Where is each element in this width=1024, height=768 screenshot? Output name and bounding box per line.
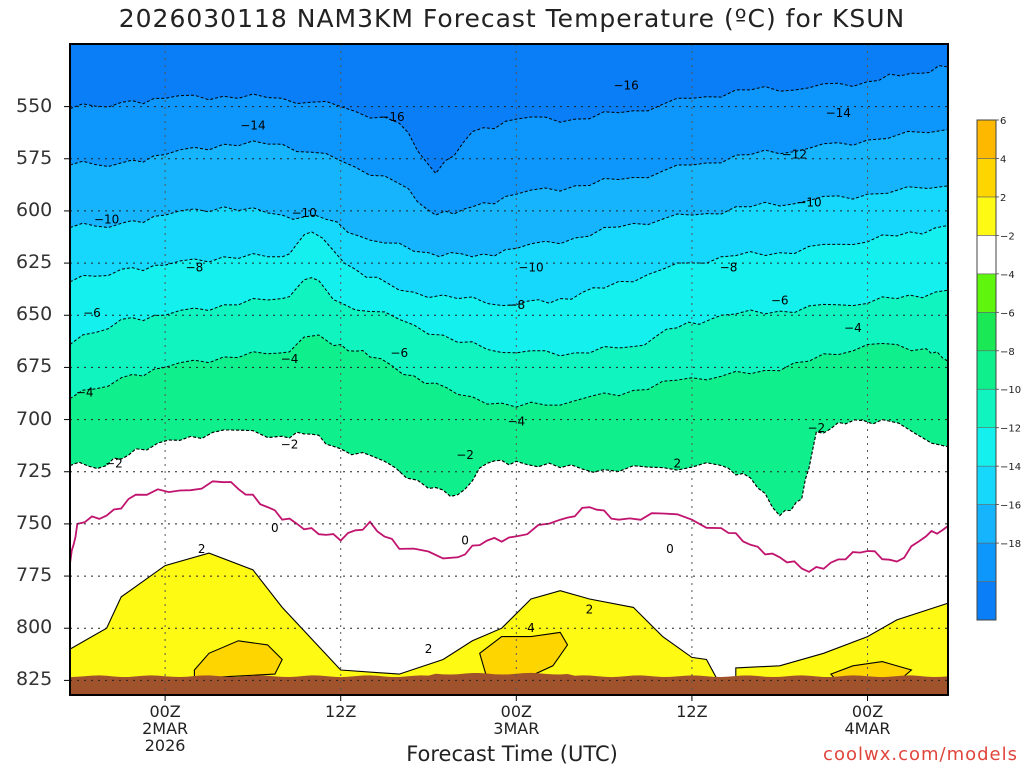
contour-label: −2 bbox=[105, 456, 123, 470]
isotherm--10 bbox=[70, 225, 948, 307]
y-tick-label: 775 bbox=[16, 564, 53, 587]
colorbar-segment bbox=[976, 581, 997, 621]
contour-label: −4 bbox=[76, 385, 94, 399]
colorbar-label: −12 bbox=[1000, 424, 1021, 435]
y-tick-label: 650 bbox=[16, 303, 53, 326]
contour-label: −10 bbox=[291, 206, 316, 220]
y-tick-label: 725 bbox=[16, 459, 53, 482]
colorbar-segment bbox=[976, 312, 997, 352]
plot-frame bbox=[69, 43, 949, 696]
contour-label: −10 bbox=[94, 212, 119, 226]
colorbar-segment bbox=[976, 542, 997, 582]
contour-label: −6 bbox=[83, 306, 101, 320]
colorbar-frame bbox=[976, 119, 997, 621]
x-axis-title: Forecast Time (UTC) bbox=[406, 742, 618, 766]
contour-label: −16 bbox=[379, 110, 404, 124]
colorbar-label: −4 bbox=[1000, 270, 1015, 281]
y-tick-label: 575 bbox=[16, 146, 53, 169]
colorbar-segment bbox=[976, 158, 997, 198]
colorbar-segment bbox=[976, 388, 997, 428]
contour-label: −14 bbox=[240, 118, 265, 132]
colorbar-segment bbox=[976, 273, 997, 313]
contour-label: −2 bbox=[281, 438, 299, 452]
isotherm--16 bbox=[70, 65, 948, 175]
contour-label: −4 bbox=[507, 415, 525, 429]
contour-label: −14 bbox=[826, 106, 851, 120]
colorbar-label: −2 bbox=[1000, 231, 1015, 242]
contour-label: 0 bbox=[666, 542, 674, 556]
y-tick-label: 700 bbox=[16, 407, 53, 430]
x-tick-label: 00Z 4MAR bbox=[844, 702, 891, 738]
colorbar-label: −16 bbox=[1000, 501, 1021, 512]
colorbar-segment bbox=[976, 350, 997, 390]
contour-label: 2 bbox=[586, 602, 594, 616]
contour-label: −6 bbox=[390, 346, 408, 360]
colorbar-label: 4 bbox=[1000, 154, 1006, 165]
contour-label: −4 bbox=[844, 321, 862, 335]
contour-label: 0 bbox=[271, 521, 279, 535]
y-tick-label: 825 bbox=[16, 668, 53, 691]
contour-label: −8 bbox=[507, 298, 525, 312]
contour-label: −10 bbox=[518, 260, 543, 274]
contour-label: 0 bbox=[461, 534, 469, 548]
isotherm-minus-2 bbox=[70, 419, 948, 517]
isotherm--12 bbox=[70, 185, 948, 258]
colorbar-label: −18 bbox=[1000, 539, 1021, 550]
contour-label: −4 bbox=[281, 352, 299, 366]
contour-label: −6 bbox=[771, 294, 789, 308]
contour-label: −2 bbox=[456, 448, 474, 462]
colorbar-label: −6 bbox=[1000, 308, 1015, 319]
y-tick-label: 600 bbox=[16, 198, 53, 221]
colorbar-segment bbox=[976, 427, 997, 467]
colorbar-segment bbox=[976, 196, 997, 236]
y-tick-label: 550 bbox=[16, 94, 53, 117]
colorbar-segment bbox=[976, 119, 997, 159]
freezing-line bbox=[70, 480, 948, 573]
chart-title: 2026030118 NAM3KM Forecast Temperature (… bbox=[118, 4, 906, 33]
contour-label: −10 bbox=[796, 196, 821, 210]
colorbar-label: −10 bbox=[1000, 385, 1021, 396]
colorbar-label: −8 bbox=[1000, 347, 1015, 358]
colorbar-label: 6 bbox=[1000, 116, 1006, 127]
colorbar-label: −14 bbox=[1000, 462, 1021, 473]
colorbar-label: 2 bbox=[1000, 193, 1006, 204]
y-tick-label: 750 bbox=[16, 511, 53, 534]
contour-label: −2 bbox=[807, 421, 825, 435]
y-tick-label: 800 bbox=[16, 616, 53, 639]
contour-label: 2 bbox=[198, 542, 206, 556]
x-tick-label: 00Z 3MAR bbox=[493, 702, 540, 738]
contour-label: 4 bbox=[527, 621, 535, 635]
contour-label: −8 bbox=[186, 260, 204, 274]
x-tick-label: 12Z bbox=[676, 702, 708, 721]
terrain bbox=[70, 672, 948, 695]
y-tick-label: 625 bbox=[16, 251, 53, 274]
x-tick-label: 12Z bbox=[325, 702, 357, 721]
contour-label: 2 bbox=[425, 642, 433, 656]
x-tick-label: 00Z 2MAR 2026 bbox=[142, 702, 189, 755]
colorbar-segment bbox=[976, 465, 997, 505]
contour-label: 2 bbox=[673, 456, 681, 470]
colorbar-segment bbox=[976, 504, 997, 544]
colorbar-segment bbox=[976, 235, 997, 275]
contour-label: −12 bbox=[782, 148, 807, 162]
source-credit: coolwx.com/models bbox=[823, 744, 1018, 765]
contour-label: −8 bbox=[720, 260, 738, 274]
y-tick-label: 675 bbox=[16, 355, 53, 378]
contour-label: −16 bbox=[613, 79, 638, 93]
